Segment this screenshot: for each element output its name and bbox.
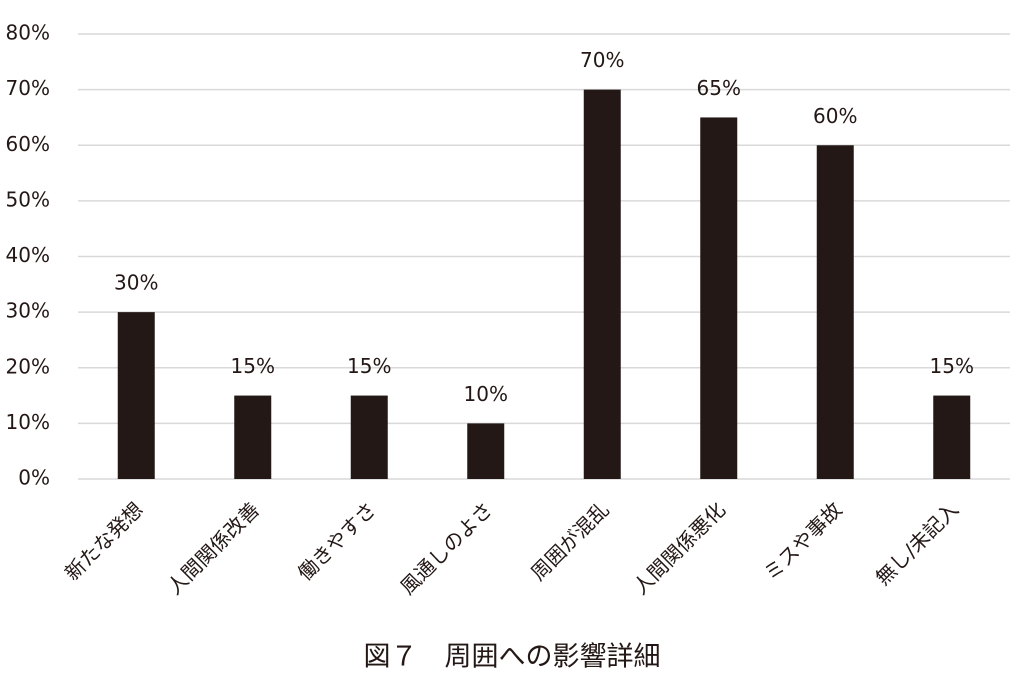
x-tick-label: ミスや事故: [759, 497, 847, 585]
y-tick-label: 10%: [6, 410, 50, 434]
value-label: 15%: [231, 354, 275, 378]
bar: [816, 145, 854, 479]
x-tick-label: 周囲が混乱: [526, 497, 614, 585]
bar: [700, 117, 738, 479]
x-tick-label: 働きやすさ: [293, 497, 381, 585]
y-tick-label: 50%: [6, 187, 50, 211]
x-tick-label: 人間関係改善: [162, 497, 264, 599]
y-tick-label: 70%: [6, 76, 50, 100]
bar: [467, 423, 505, 479]
value-label: 15%: [930, 354, 974, 378]
value-label: 70%: [580, 48, 624, 72]
y-tick-label: 20%: [6, 354, 50, 378]
x-tick-label: 無し/未記入: [871, 497, 963, 589]
y-tick-label: 80%: [6, 21, 50, 45]
bar: [933, 395, 971, 479]
bar: [350, 395, 388, 479]
bar: [234, 395, 272, 479]
value-label: 30%: [114, 271, 158, 295]
y-tick-label: 40%: [6, 243, 50, 267]
y-tick-label: 60%: [6, 132, 50, 156]
y-tick-label: 0%: [18, 466, 50, 490]
value-label: 60%: [813, 104, 857, 128]
bar: [583, 89, 621, 479]
x-tick-label: 風通しのよさ: [395, 497, 497, 599]
y-tick-label: 30%: [6, 299, 50, 323]
value-label: 10%: [464, 382, 508, 406]
value-label: 65%: [697, 76, 741, 100]
bar: [117, 312, 155, 479]
value-label: 15%: [347, 354, 391, 378]
x-tick-label: 新たな発想: [60, 497, 148, 585]
chart-title: 図７ 周囲への影響詳細: [364, 642, 661, 673]
x-tick-label: 人間関係悪化: [628, 497, 730, 599]
